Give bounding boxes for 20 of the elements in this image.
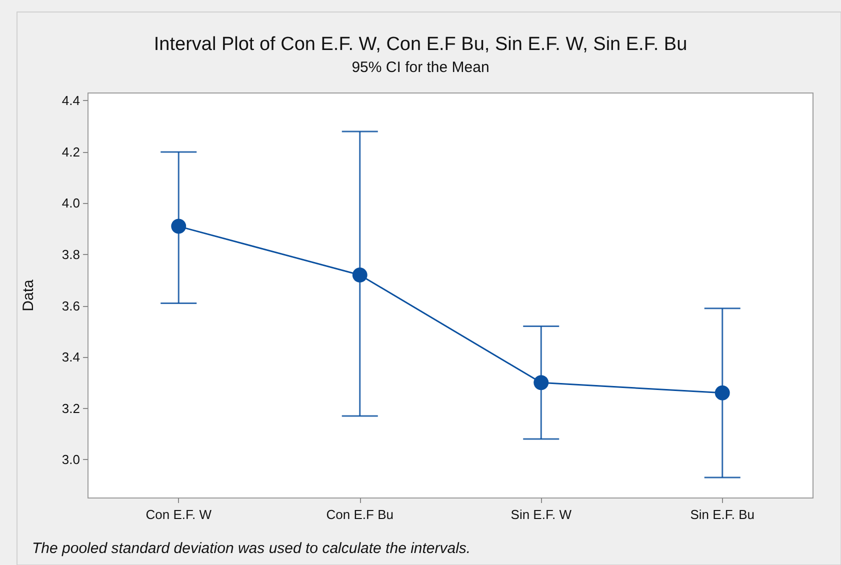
- y-tick-label: 3.2: [62, 400, 80, 416]
- x-tick-label: Sin E.F. W: [510, 507, 572, 522]
- y-axis-title: Data: [20, 279, 37, 312]
- x-tick-label: Con E.F. W: [146, 507, 212, 522]
- x-tick-label: Sin E.F. Bu: [690, 507, 755, 522]
- y-tick-label: 4.2: [62, 144, 80, 160]
- y-tick-label: 3.0: [62, 452, 80, 468]
- point: [171, 218, 186, 234]
- point: [534, 375, 549, 390]
- y-tick-label: 3.6: [62, 298, 80, 314]
- y-tick-label: 4.4: [62, 93, 80, 108]
- point: [714, 385, 730, 400]
- y-tick-label: 4.0: [62, 196, 80, 211]
- chart-subtitle: 95% CI for the Mean: [352, 59, 490, 76]
- y-tick-label: 3.8: [62, 246, 80, 262]
- x-tick-label: Con E.F Bu: [326, 507, 394, 522]
- chart-title: Interval Plot of Con E.F. W, Con E.F Bu, Sin E.F. W, Sin E.F. Bu: [154, 34, 688, 55]
- text: The pooled standard deviation was used to calculate the intervals.: [32, 540, 471, 557]
- y-tick-label: 3.4: [62, 350, 80, 365]
- point: [352, 267, 368, 282]
